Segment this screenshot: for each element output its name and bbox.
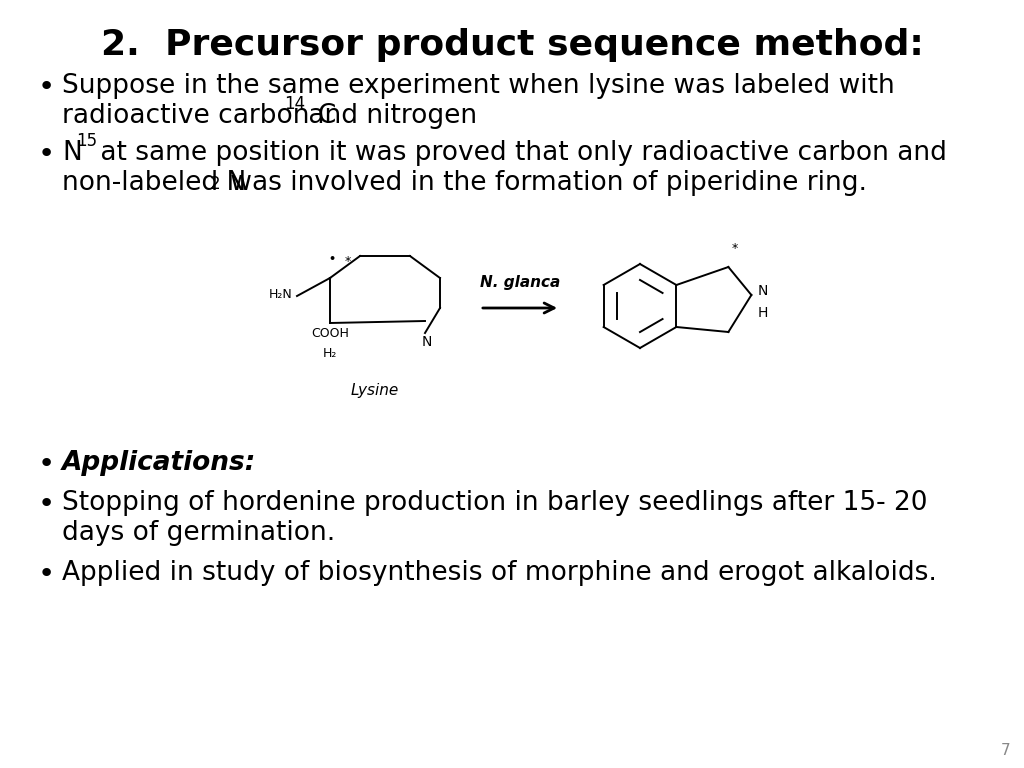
Text: radioactive carbon C: radioactive carbon C xyxy=(62,103,336,129)
Text: at same position it was proved that only radioactive carbon and: at same position it was proved that only… xyxy=(92,140,947,166)
Text: N: N xyxy=(62,140,82,166)
Text: Suppose in the same experiment when lysine was labeled with: Suppose in the same experiment when lysi… xyxy=(62,73,895,99)
Text: 14: 14 xyxy=(284,95,305,113)
Text: non-labeled N: non-labeled N xyxy=(62,170,246,196)
Text: *: * xyxy=(345,255,351,268)
Text: 15: 15 xyxy=(76,132,97,150)
Text: N: N xyxy=(758,284,768,298)
Text: 2: 2 xyxy=(210,175,220,193)
Text: and nitrogen: and nitrogen xyxy=(300,103,477,129)
Text: *: * xyxy=(731,242,737,255)
Text: 2.  Precursor product sequence method:: 2. Precursor product sequence method: xyxy=(100,28,924,62)
Text: •: • xyxy=(38,490,55,518)
Text: Stopping of hordenine production in barley seedlings after 15- 20
days of germin: Stopping of hordenine production in barl… xyxy=(62,490,928,546)
Text: 7: 7 xyxy=(1000,743,1010,758)
Text: was involved in the formation of piperidine ring.: was involved in the formation of piperid… xyxy=(222,170,867,196)
Text: COOH: COOH xyxy=(311,327,349,340)
Text: Applied in study of biosynthesis of morphine and erogot alkaloids.: Applied in study of biosynthesis of morp… xyxy=(62,560,937,586)
Text: •: • xyxy=(329,254,336,264)
Text: Applications:: Applications: xyxy=(62,450,256,476)
Text: H₂N: H₂N xyxy=(269,287,293,300)
Text: •: • xyxy=(38,73,55,101)
Text: •: • xyxy=(38,450,55,478)
Text: H: H xyxy=(758,306,768,320)
Text: Lysine: Lysine xyxy=(351,383,399,398)
Text: H₂: H₂ xyxy=(323,347,337,360)
Text: N. glanca: N. glanca xyxy=(480,275,560,290)
Text: •: • xyxy=(38,560,55,588)
Text: •: • xyxy=(38,140,55,168)
Text: N: N xyxy=(422,335,432,349)
